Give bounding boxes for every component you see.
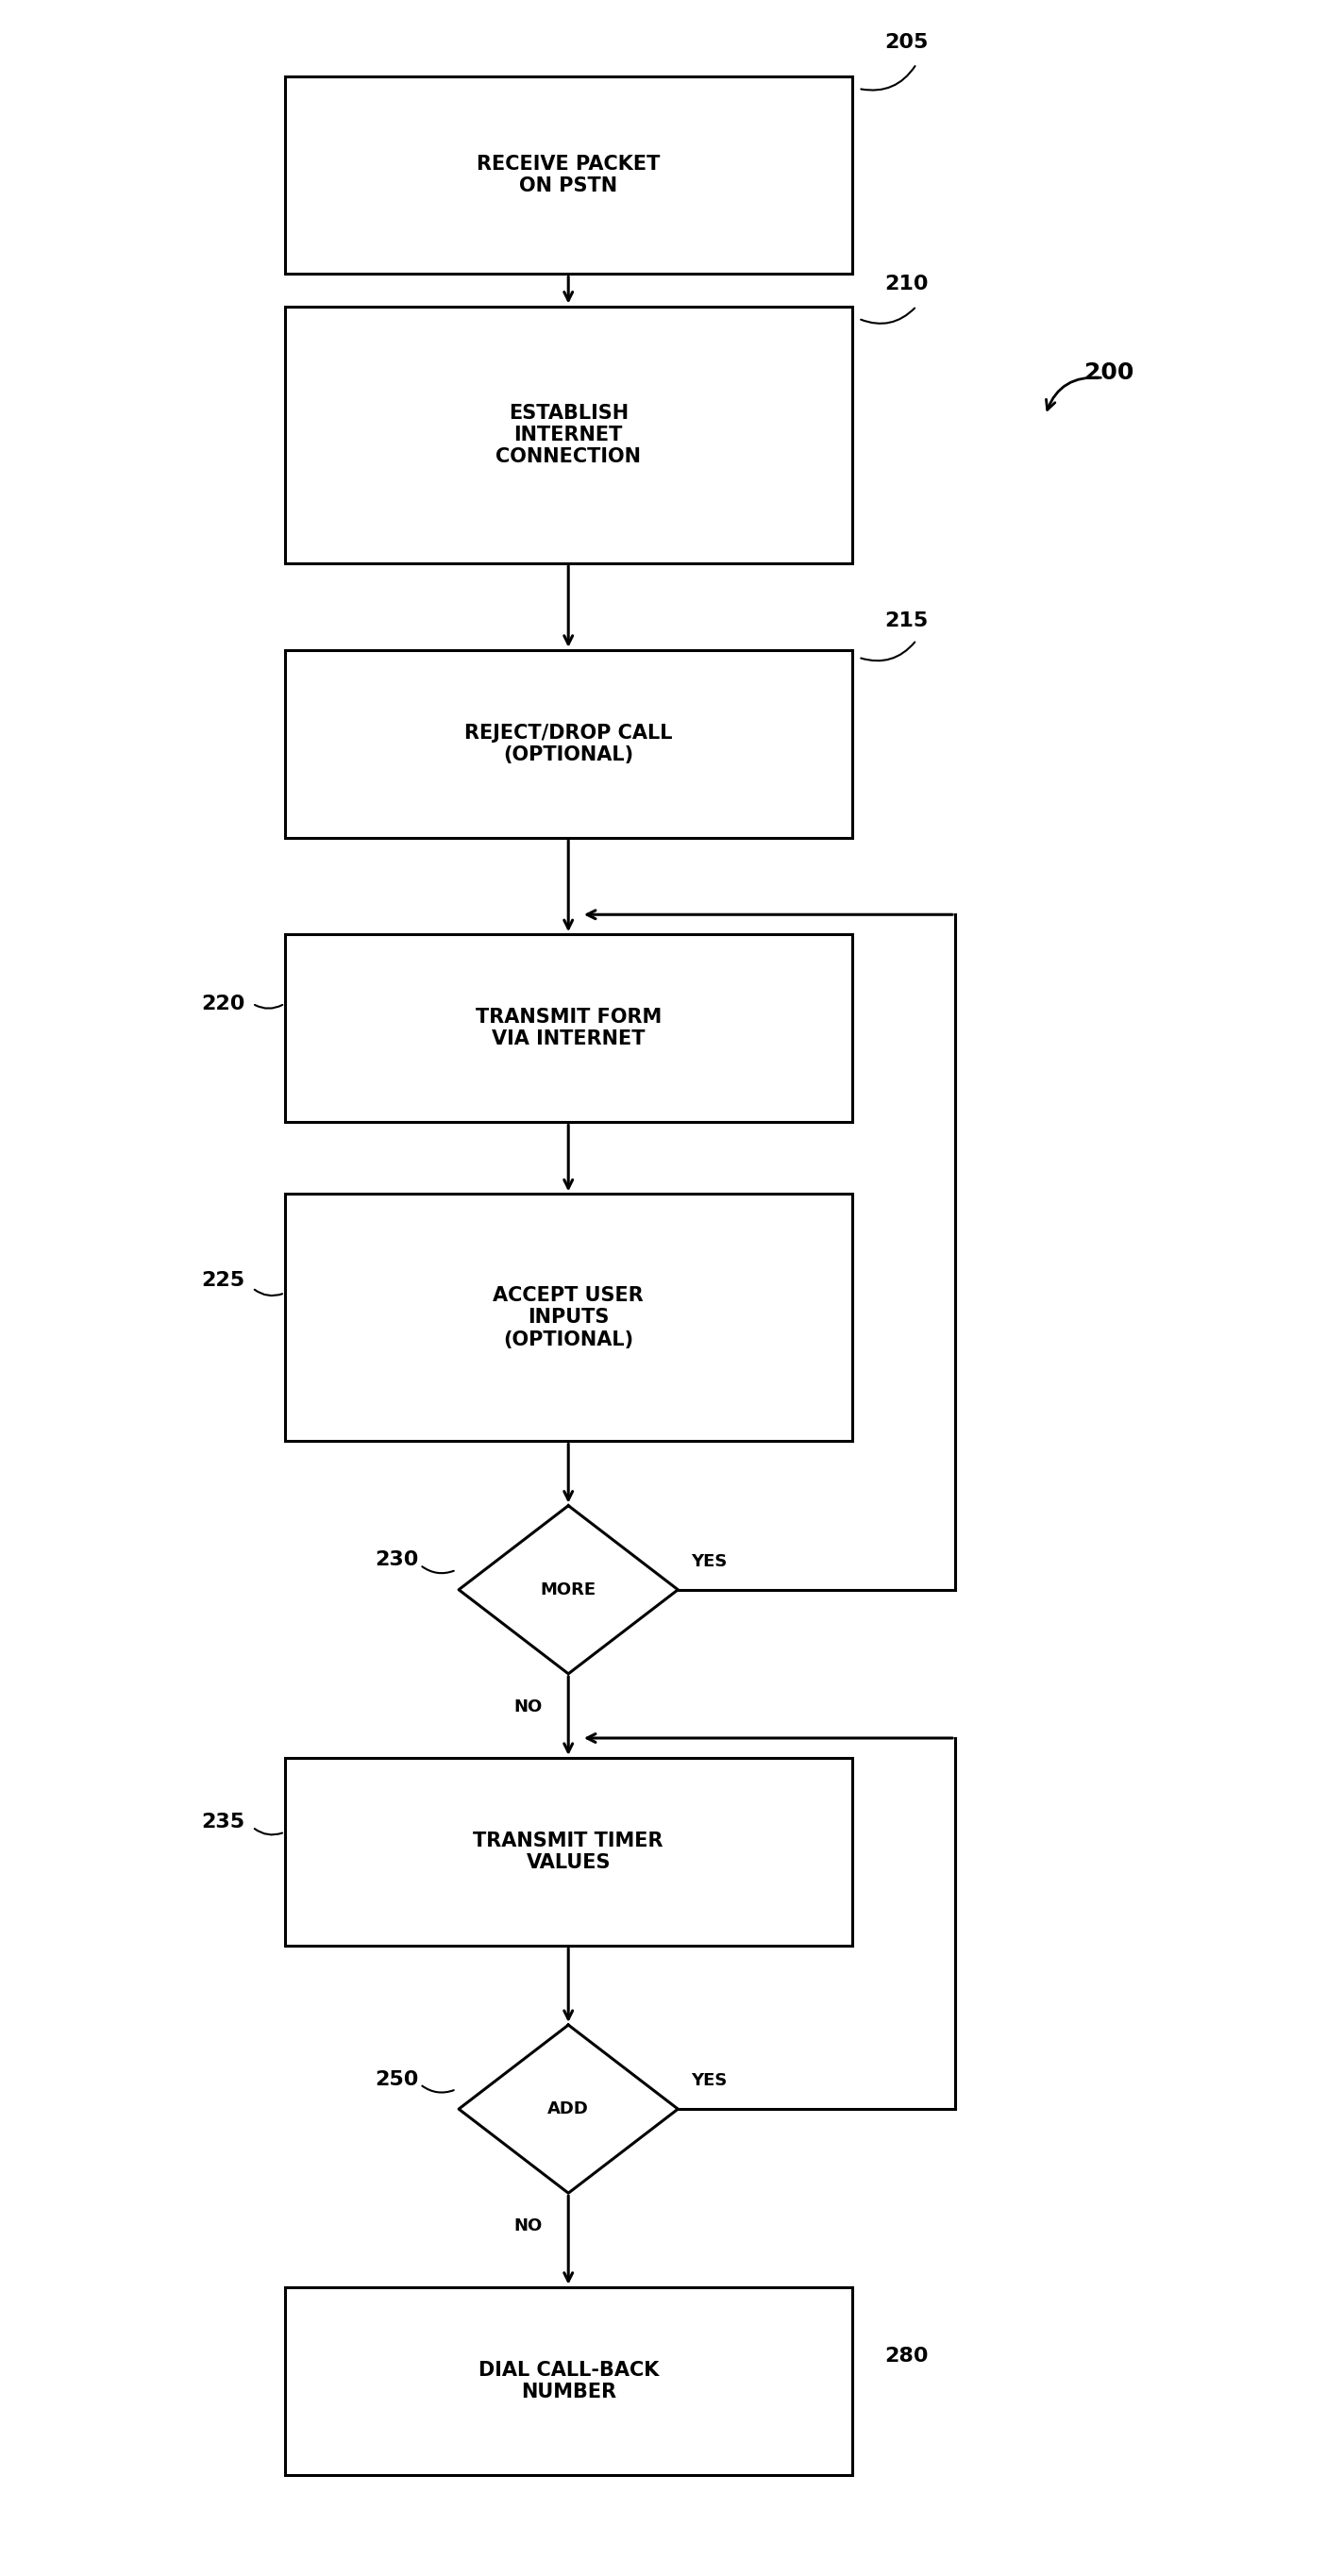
- Text: REJECT/DROP CALL
(OPTIONAL): REJECT/DROP CALL (OPTIONAL): [465, 724, 673, 765]
- Text: YES: YES: [690, 1553, 727, 1569]
- Text: TRANSMIT TIMER
VALUES: TRANSMIT TIMER VALUES: [473, 1832, 663, 1873]
- Text: 210: 210: [884, 276, 928, 294]
- Text: ADD: ADD: [548, 2099, 590, 2117]
- Text: 230: 230: [375, 1551, 419, 1569]
- Text: ACCEPT USER
INPUTS
(OPTIONAL): ACCEPT USER INPUTS (OPTIONAL): [493, 1285, 643, 1350]
- Text: 215: 215: [884, 611, 928, 631]
- FancyBboxPatch shape: [285, 1195, 851, 1443]
- FancyBboxPatch shape: [285, 77, 851, 273]
- Text: 280: 280: [884, 2347, 928, 2365]
- FancyBboxPatch shape: [285, 1757, 851, 1945]
- Text: YES: YES: [690, 2071, 727, 2089]
- Text: TRANSMIT FORM
VIA INTERNET: TRANSMIT FORM VIA INTERNET: [475, 1007, 662, 1048]
- FancyBboxPatch shape: [285, 2287, 851, 2476]
- Text: DIAL CALL-BACK
NUMBER: DIAL CALL-BACK NUMBER: [478, 2360, 658, 2401]
- Text: 250: 250: [375, 2071, 419, 2089]
- Text: 220: 220: [201, 994, 244, 1012]
- Text: 225: 225: [201, 1270, 244, 1291]
- Text: RECEIVE PACKET
ON PSTN: RECEIVE PACKET ON PSTN: [477, 155, 659, 196]
- Text: MORE: MORE: [540, 1582, 596, 1597]
- Text: NO: NO: [514, 1698, 543, 1716]
- FancyBboxPatch shape: [285, 307, 851, 564]
- Text: ESTABLISH
INTERNET
CONNECTION: ESTABLISH INTERNET CONNECTION: [496, 404, 641, 466]
- Polygon shape: [459, 2025, 678, 2192]
- FancyBboxPatch shape: [285, 935, 851, 1123]
- Polygon shape: [459, 1504, 678, 1674]
- Text: 205: 205: [884, 33, 928, 52]
- Text: 235: 235: [201, 1814, 244, 1832]
- Text: 200: 200: [1084, 361, 1133, 384]
- Text: NO: NO: [514, 2218, 543, 2236]
- FancyBboxPatch shape: [285, 649, 851, 837]
